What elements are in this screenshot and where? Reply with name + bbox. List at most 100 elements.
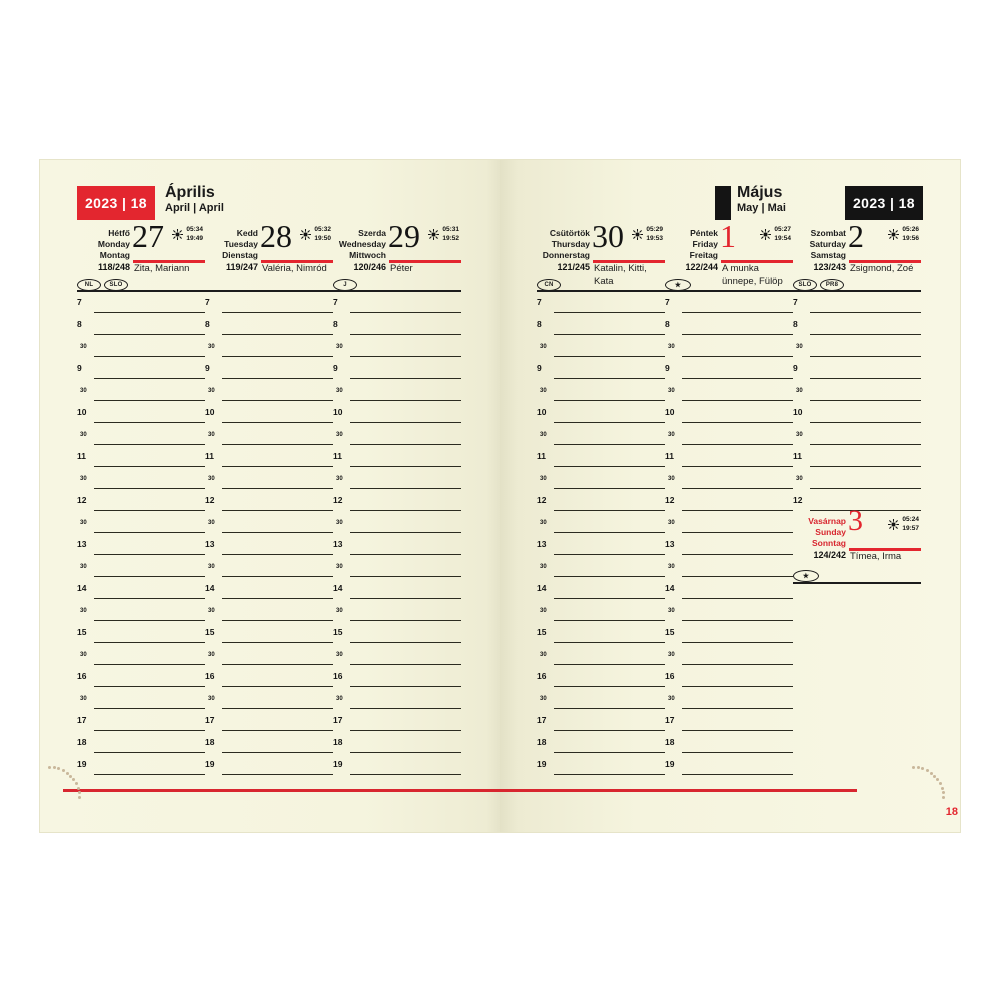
- time-slot-row[interactable]: 12: [77, 492, 205, 514]
- time-slot-row[interactable]: 30: [537, 338, 665, 360]
- time-slot-row[interactable]: 19: [665, 756, 793, 778]
- time-slot-row[interactable]: 30: [665, 382, 793, 404]
- time-slot-row[interactable]: 13: [205, 536, 333, 558]
- time-slot-row[interactable]: 30: [77, 558, 205, 580]
- time-slot-row[interactable]: 30: [205, 558, 333, 580]
- time-slot-row[interactable]: 7: [77, 294, 205, 316]
- time-slot-row[interactable]: 30: [77, 514, 205, 536]
- time-slot-row[interactable]: 12: [333, 492, 461, 514]
- time-slot-row[interactable]: 11: [793, 448, 921, 470]
- time-slot-row[interactable]: 15: [77, 624, 205, 646]
- time-slot-row[interactable]: 16: [77, 668, 205, 690]
- time-slot-row[interactable]: 30: [537, 602, 665, 624]
- time-slot-row[interactable]: 30: [77, 690, 205, 712]
- time-slot-row[interactable]: 16: [665, 668, 793, 690]
- time-slot-row[interactable]: 30: [205, 514, 333, 536]
- time-slot-row[interactable]: 8: [665, 316, 793, 338]
- time-slot-row[interactable]: 30: [333, 514, 461, 536]
- time-slot-row[interactable]: 11: [333, 448, 461, 470]
- time-slot-row[interactable]: 9: [793, 360, 921, 382]
- time-slot-row[interactable]: 30: [77, 426, 205, 448]
- time-slot-row[interactable]: 10: [205, 404, 333, 426]
- time-slot-row[interactable]: 30: [665, 426, 793, 448]
- time-slot-row[interactable]: 11: [77, 448, 205, 470]
- time-slot-row[interactable]: 9: [333, 360, 461, 382]
- time-slot-row[interactable]: 9: [537, 360, 665, 382]
- time-slot-row[interactable]: 9: [665, 360, 793, 382]
- time-slot-row[interactable]: 30: [77, 382, 205, 404]
- time-slot-row[interactable]: 10: [77, 404, 205, 426]
- time-slot-row[interactable]: 30: [537, 382, 665, 404]
- time-slot-row[interactable]: 30: [665, 602, 793, 624]
- time-slot-row[interactable]: 30: [793, 382, 921, 404]
- time-slot-row[interactable]: 30: [205, 602, 333, 624]
- time-slot-row[interactable]: 30: [205, 470, 333, 492]
- time-slot-row[interactable]: 15: [205, 624, 333, 646]
- time-slot-row[interactable]: 16: [537, 668, 665, 690]
- time-slot-row[interactable]: 14: [665, 580, 793, 602]
- time-slot-row[interactable]: 17: [333, 712, 461, 734]
- time-slot-row[interactable]: 30: [793, 338, 921, 360]
- time-slot-row[interactable]: 18: [665, 734, 793, 756]
- time-slot-row[interactable]: 14: [77, 580, 205, 602]
- time-slot-row[interactable]: 17: [665, 712, 793, 734]
- time-slot-row[interactable]: 30: [537, 514, 665, 536]
- time-slot-row[interactable]: 30: [537, 690, 665, 712]
- time-slot-row[interactable]: 18: [205, 734, 333, 756]
- time-slot-row[interactable]: 19: [77, 756, 205, 778]
- time-slot-row[interactable]: 8: [205, 316, 333, 338]
- time-slot-row[interactable]: 30: [205, 690, 333, 712]
- time-slot-row[interactable]: 17: [77, 712, 205, 734]
- time-slot-row[interactable]: 12: [537, 492, 665, 514]
- time-slot-row[interactable]: 11: [665, 448, 793, 470]
- time-slot-row[interactable]: 30: [665, 646, 793, 668]
- time-slot-row[interactable]: 19: [333, 756, 461, 778]
- time-slot-row[interactable]: 30: [537, 646, 665, 668]
- time-slot-row[interactable]: 30: [333, 646, 461, 668]
- time-slot-row[interactable]: 7: [665, 294, 793, 316]
- time-slot-row[interactable]: 12: [665, 492, 793, 514]
- time-slot-row[interactable]: 7: [537, 294, 665, 316]
- time-slot-row[interactable]: 13: [665, 536, 793, 558]
- time-slot-row[interactable]: 12: [793, 492, 921, 514]
- time-slot-row[interactable]: 30: [537, 470, 665, 492]
- time-slot-row[interactable]: 13: [333, 536, 461, 558]
- time-slot-row[interactable]: 10: [665, 404, 793, 426]
- time-slot-row[interactable]: 30: [205, 338, 333, 360]
- time-slot-row[interactable]: 30: [77, 338, 205, 360]
- time-slot-row[interactable]: 30: [537, 558, 665, 580]
- time-slot-row[interactable]: 30: [205, 646, 333, 668]
- time-slot-row[interactable]: 30: [205, 382, 333, 404]
- time-slot-row[interactable]: 30: [665, 690, 793, 712]
- time-slot-row[interactable]: 9: [205, 360, 333, 382]
- time-slot-row[interactable]: 30: [793, 426, 921, 448]
- time-slot-row[interactable]: 17: [537, 712, 665, 734]
- time-slot-row[interactable]: 8: [793, 316, 921, 338]
- time-slot-row[interactable]: 12: [205, 492, 333, 514]
- time-slot-row[interactable]: 7: [333, 294, 461, 316]
- time-slot-row[interactable]: 30: [333, 338, 461, 360]
- time-slot-row[interactable]: 14: [537, 580, 665, 602]
- time-slot-row[interactable]: 19: [205, 756, 333, 778]
- time-slot-row[interactable]: 8: [537, 316, 665, 338]
- time-slot-row[interactable]: 30: [333, 602, 461, 624]
- time-slot-row[interactable]: 19: [537, 756, 665, 778]
- time-slot-row[interactable]: 7: [205, 294, 333, 316]
- time-slot-row[interactable]: 14: [333, 580, 461, 602]
- time-slot-row[interactable]: 30: [333, 558, 461, 580]
- time-slot-row[interactable]: 8: [333, 316, 461, 338]
- time-slot-row[interactable]: 14: [205, 580, 333, 602]
- time-slot-row[interactable]: 13: [537, 536, 665, 558]
- time-slot-row[interactable]: 11: [537, 448, 665, 470]
- time-slot-row[interactable]: 10: [793, 404, 921, 426]
- time-slot-row[interactable]: 30: [205, 426, 333, 448]
- time-slot-row[interactable]: 30: [77, 602, 205, 624]
- time-slot-row[interactable]: 15: [537, 624, 665, 646]
- time-slot-row[interactable]: 16: [205, 668, 333, 690]
- time-slot-row[interactable]: 18: [537, 734, 665, 756]
- time-slot-row[interactable]: 30: [665, 470, 793, 492]
- time-slot-row[interactable]: 8: [77, 316, 205, 338]
- time-slot-row[interactable]: 11: [205, 448, 333, 470]
- time-slot-row[interactable]: 30: [333, 382, 461, 404]
- time-slot-row[interactable]: 15: [333, 624, 461, 646]
